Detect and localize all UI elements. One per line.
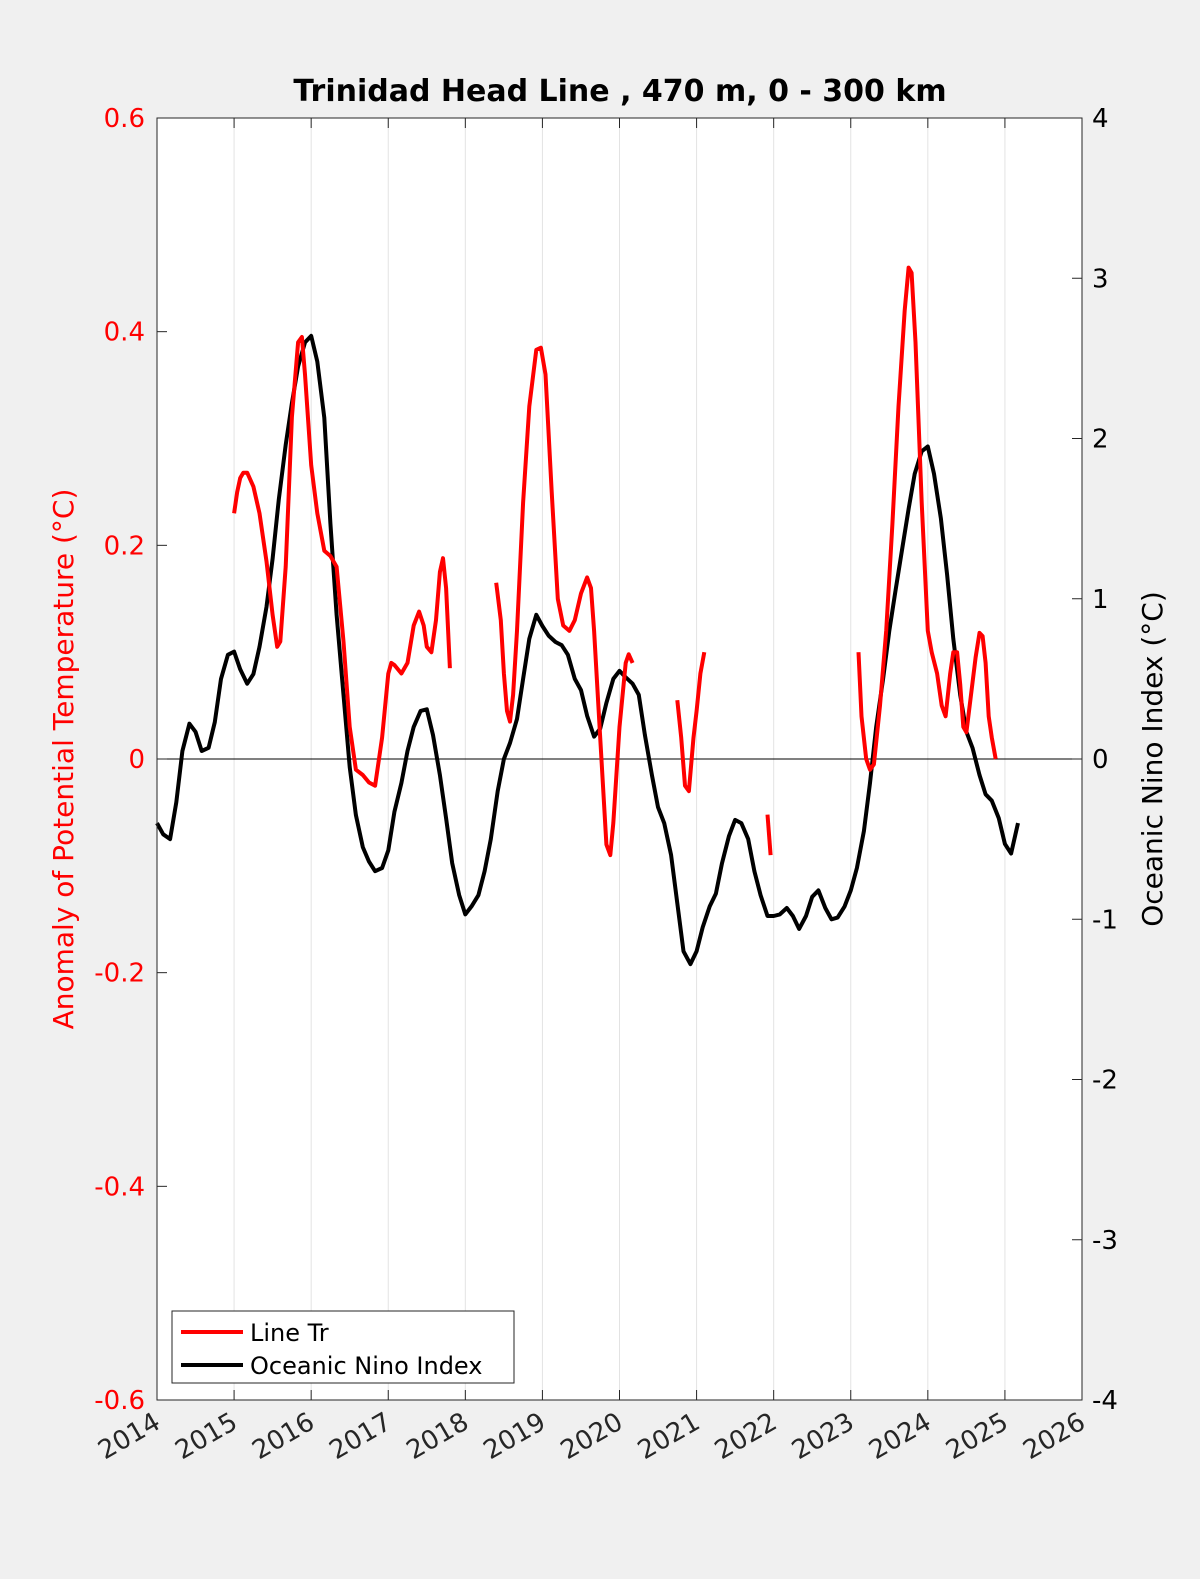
y-left-tick-label: -0.6: [94, 1386, 145, 1416]
y-left-tick-label: 0.4: [104, 318, 145, 348]
y-right-tick-label: -1: [1092, 905, 1118, 935]
series-layer: [155, 265, 1020, 967]
y-right-tick-label: 1: [1092, 585, 1109, 615]
series-line-tr-segment: [494, 345, 635, 858]
series-line-tr-segment: [675, 651, 707, 794]
chart-title: Trinidad Head Line , 470 m, 0 - 300 km: [293, 74, 946, 109]
y-left-tick-label: 0.2: [104, 531, 145, 561]
y-right-tick-label: 4: [1092, 104, 1109, 134]
y-left-tick-label: 0.6: [104, 104, 145, 134]
y-right-tick-label: 2: [1092, 425, 1109, 455]
y-right-tick-label: 0: [1092, 745, 1109, 775]
legend: Line Tr Oceanic Nino Index: [171, 1310, 515, 1384]
y-left-tick-label: -0.4: [94, 1172, 145, 1202]
y-right-tick-label: -3: [1092, 1226, 1118, 1256]
legend-label-oni: Oceanic Nino Index: [250, 1352, 482, 1380]
y-left-tick-label: -0.2: [94, 959, 145, 989]
y-right-tick-label: -4: [1092, 1386, 1118, 1416]
y-axis-left-label: Anomaly of Potential Temperature (°C): [47, 489, 80, 1030]
y-right-tick-label: -2: [1092, 1066, 1118, 1096]
legend-label-line-tr: Line Tr: [250, 1319, 329, 1347]
series-line-tr-segment: [765, 814, 773, 856]
series-line-tr-segment: [232, 335, 452, 788]
y-axis-right-label: Oceanic Nino Index (°C): [1136, 591, 1169, 927]
y-right-tick-label: 3: [1092, 264, 1109, 294]
legend-box: [171, 1310, 515, 1384]
series-line-tr-segment: [856, 265, 998, 772]
y-left-tick-label: 0: [128, 745, 145, 775]
